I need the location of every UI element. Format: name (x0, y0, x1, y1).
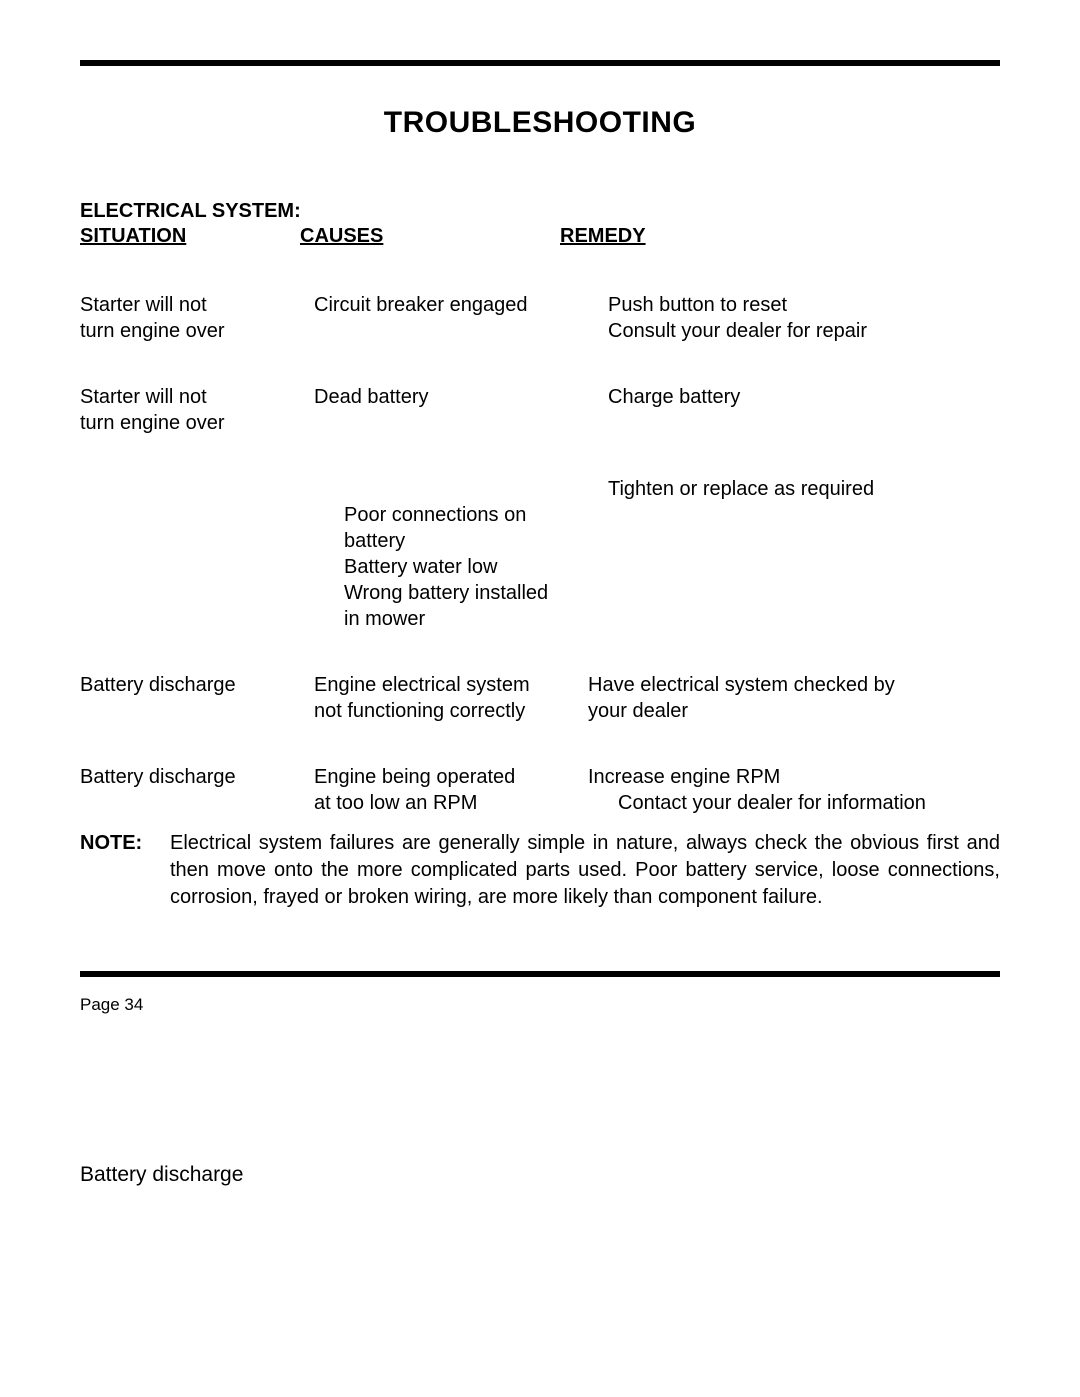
section-label: ELECTRICAL SYSTEM: (80, 200, 1000, 223)
note-block: NOTE: Electrical system failures are gen… (80, 830, 1000, 911)
column-headers: SITUATION CAUSES REMEDY (80, 225, 1000, 248)
cell-causes: Engine electrical systemnot functioning … (314, 672, 588, 724)
stray-footer-text: Battery discharge (80, 1163, 243, 1187)
remedy-line: Consult your dealer for repair (588, 318, 986, 344)
table-row: Starter will notturn engine over Dead ba… (80, 384, 1000, 436)
cell-situation (80, 476, 314, 632)
cell-causes: Poor connections onbatteryBattery water … (314, 476, 588, 632)
note-text: Electrical system failures are generally… (170, 830, 1000, 911)
bottom-horizontal-rule (80, 971, 1000, 977)
cell-situation: Battery discharge (80, 764, 314, 816)
causes-indented: Poor connections onbatteryBattery water … (314, 502, 574, 632)
header-remedy: REMEDY (560, 225, 1000, 248)
remedy-line: Increase engine RPM (588, 766, 780, 788)
top-horizontal-rule (80, 60, 1000, 66)
remedy-line: Tighten or replace as required (588, 476, 986, 502)
cell-causes: Dead battery (314, 384, 588, 436)
table-row: Battery discharge Engine being operateda… (80, 764, 1000, 816)
page-number: Page 34 (80, 995, 1000, 1015)
cell-situation: Starter will notturn engine over (80, 384, 314, 436)
remedy-line: Push button to reset (588, 292, 986, 318)
cell-remedy: Increase engine RPM Contact your dealer … (588, 764, 1000, 816)
table-row: Starter will notturn engine over Circuit… (80, 292, 1000, 344)
header-causes: CAUSES (300, 225, 560, 248)
header-situation: SITUATION (80, 225, 300, 248)
cell-remedy: Tighten or replace as required (588, 476, 1000, 632)
cell-causes: Engine being operatedat too low an RPM (314, 764, 588, 816)
cell-situation: Starter will notturn engine over (80, 292, 314, 344)
note-label: NOTE: (80, 830, 170, 911)
page-title: TROUBLESHOOTING (80, 106, 1000, 140)
cell-remedy: Charge battery (588, 384, 1000, 436)
remedy-line: Charge battery (588, 384, 986, 410)
cell-remedy: Push button to reset Consult your dealer… (588, 292, 1000, 344)
remedy-line: Contact your dealer for information (588, 790, 986, 816)
cell-remedy: Have electrical system checked byyour de… (588, 672, 1000, 724)
table-row: Poor connections onbatteryBattery water … (80, 476, 1000, 632)
table-row: Battery discharge Engine electrical syst… (80, 672, 1000, 724)
cell-causes: Circuit breaker engaged (314, 292, 588, 344)
document-page: TROUBLESHOOTING ELECTRICAL SYSTEM: SITUA… (0, 0, 1080, 1397)
cell-situation: Battery discharge (80, 672, 314, 724)
